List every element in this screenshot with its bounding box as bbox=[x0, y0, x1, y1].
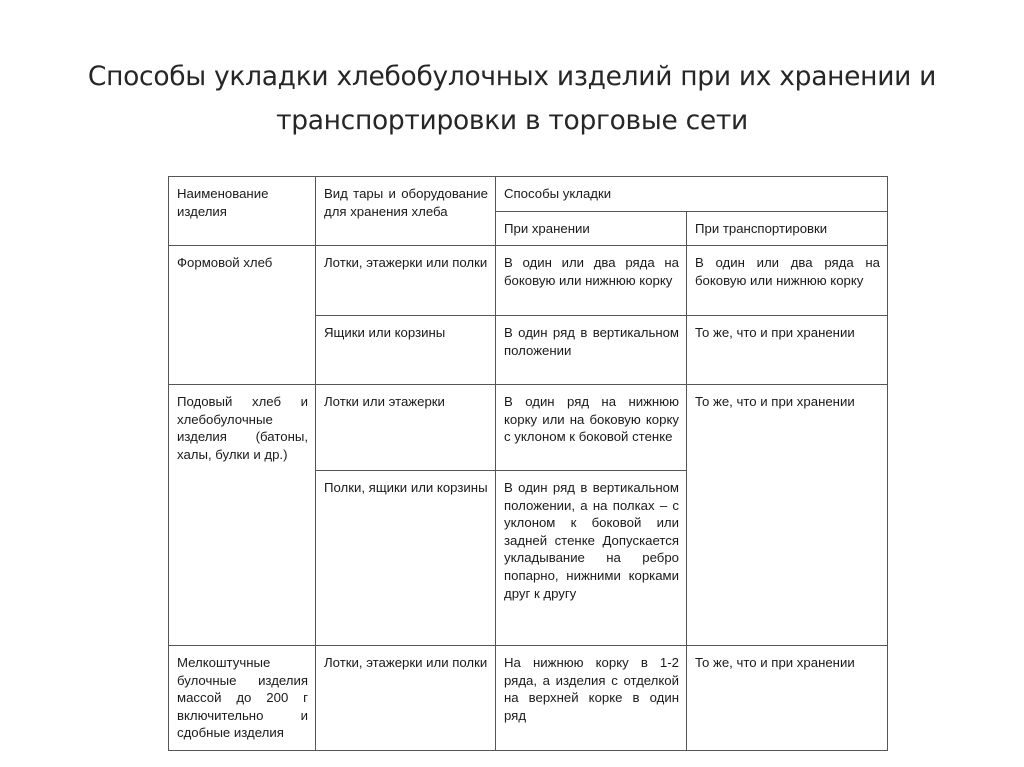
transport-cell: То же, что и при хранении bbox=[686, 315, 888, 385]
transport-cell: То же, что и при хранении bbox=[686, 645, 888, 751]
container-cell: Ящики или корзины bbox=[315, 315, 496, 385]
storage-methods-table: Наименование изделия Вид тары и оборудов… bbox=[168, 176, 888, 751]
storage-cell: На нижнюю корку в 1-2 ряда, а изделия с … bbox=[495, 645, 687, 751]
container-cell: Лотки, этажерки или полки bbox=[315, 645, 496, 751]
slide-title: Способы укладки хлебобулочных изделий пр… bbox=[87, 61, 937, 136]
header-methods: Способы укладки bbox=[495, 176, 888, 212]
header-container: Вид тары и оборудование для хранения хле… bbox=[315, 176, 496, 246]
table-row: Формовой хлеб Лотки, этажерки или полки … bbox=[168, 245, 888, 385]
table-row: Ящики или корзины В один ряд в вертикаль… bbox=[169, 315, 888, 385]
storage-cell: В один ряд на нижнюю корку или на бокову… bbox=[495, 384, 687, 471]
storage-cell: В один ряд в вертикальном положении bbox=[495, 315, 687, 385]
header-name: Наименование изделия bbox=[168, 176, 316, 246]
storage-cell: В один или два ряда на боковую или нижню… bbox=[495, 245, 687, 316]
table-row: Полки, ящики или корзины В один ряд в ве… bbox=[169, 470, 888, 646]
product-name: Подовый хлеб и хлебобулочные изделия (ба… bbox=[168, 384, 316, 646]
storage-cell: В один ряд в вертикальном положении, а н… bbox=[495, 470, 687, 646]
table-row: Мелкоштучные булочные изделия массой до … bbox=[168, 645, 888, 751]
header-transport: При транспортировки bbox=[686, 211, 888, 246]
transport-cell: В один или два ряда на боковую или нижню… bbox=[686, 245, 888, 316]
container-cell: Лотки, этажерки или полки bbox=[315, 245, 496, 316]
transport-cell: То же, что и при хранении bbox=[686, 384, 888, 646]
table-row: Подовый хлеб и хлебобулочные изделия (ба… bbox=[168, 384, 888, 646]
product-name: Мелкоштучные булочные изделия массой до … bbox=[168, 645, 316, 751]
container-cell: Полки, ящики или корзины bbox=[315, 470, 496, 646]
header-storage: При хранении bbox=[495, 211, 687, 246]
container-cell: Лотки или этажерки bbox=[315, 384, 496, 471]
product-name: Формовой хлеб bbox=[168, 245, 316, 385]
